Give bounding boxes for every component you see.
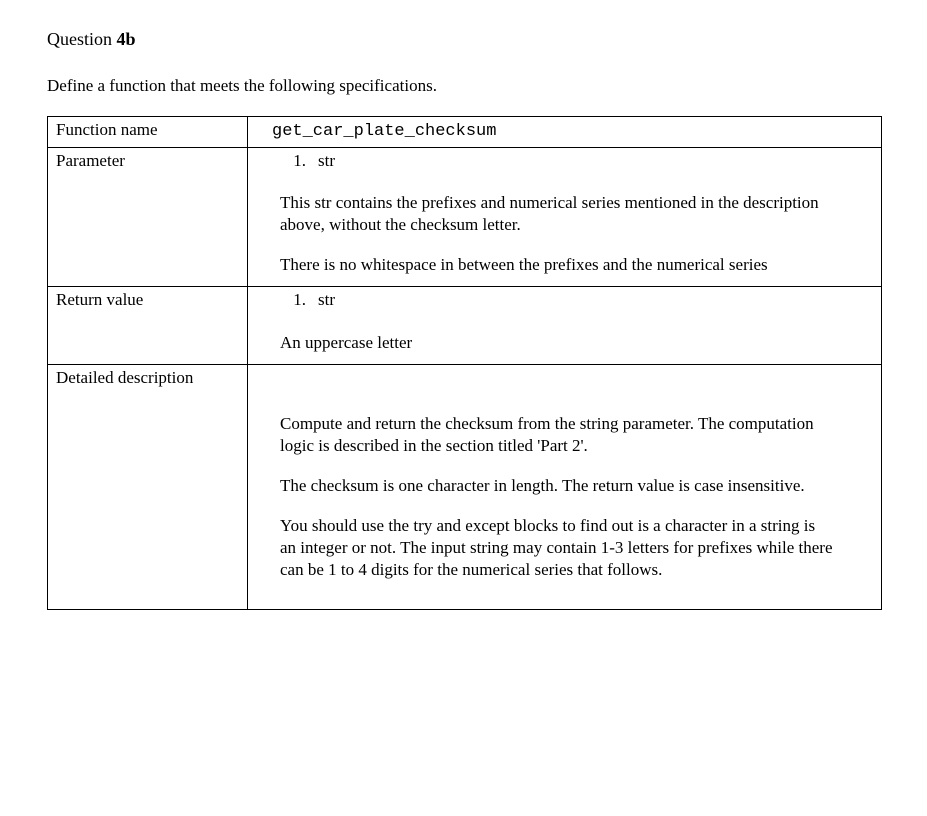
return-desc-p1: An uppercase letter: [280, 332, 835, 354]
question-title-number: 4b: [117, 29, 136, 49]
param-desc-p2: There is no whitespace in between the pr…: [280, 254, 835, 276]
param-list-type: str: [306, 151, 335, 170]
return-desc-block: An uppercase letter: [256, 330, 875, 360]
fn-name-value: get_car_plate_checksum: [248, 117, 882, 148]
param-desc-block: This str contains the prefixes and numer…: [256, 190, 875, 282]
fn-name-code: get_car_plate_checksum: [256, 122, 496, 141]
desc-p3: You should use the try and except blocks…: [280, 515, 835, 581]
param-list: 1.str: [256, 150, 875, 172]
return-cell: 1.str An uppercase letter: [248, 287, 882, 364]
table-row: Detailed description Compute and return …: [48, 364, 882, 610]
param-desc-p1: This str contains the prefixes and numer…: [280, 192, 835, 236]
desc-p1: Compute and return the checksum from the…: [280, 413, 835, 457]
spacer: [256, 312, 875, 330]
fn-name-label: Function name: [48, 117, 248, 148]
param-list-number: 1.: [280, 150, 306, 172]
question-title: Question 4b: [47, 29, 882, 50]
return-list: 1.str: [256, 289, 875, 311]
return-label: Return value: [48, 287, 248, 364]
return-list-type: str: [306, 290, 335, 309]
spacer: [256, 172, 875, 190]
desc-cell: Compute and return the checksum from the…: [248, 364, 882, 610]
intro-text: Define a function that meets the followi…: [47, 76, 882, 96]
spacer: [280, 497, 835, 515]
param-label: Parameter: [48, 148, 248, 287]
table-row: Function name get_car_plate_checksum: [48, 117, 882, 148]
table-row: Return value 1.str An uppercase letter: [48, 287, 882, 364]
desc-block: Compute and return the checksum from the…: [256, 411, 875, 606]
spec-table: Function name get_car_plate_checksum Par…: [47, 116, 882, 610]
return-list-number: 1.: [280, 289, 306, 311]
spacer: [280, 457, 835, 475]
question-title-word: Question: [47, 29, 112, 49]
table-row: Parameter 1.str This str contains the pr…: [48, 148, 882, 287]
spacer: [280, 236, 835, 254]
page: Question 4b Define a function that meets…: [0, 0, 927, 816]
desc-p2: The checksum is one character in length.…: [280, 475, 835, 497]
param-cell: 1.str This str contains the prefixes and…: [248, 148, 882, 287]
spacer: [256, 367, 875, 411]
spacer: [280, 581, 835, 599]
desc-label: Detailed description: [48, 364, 248, 610]
